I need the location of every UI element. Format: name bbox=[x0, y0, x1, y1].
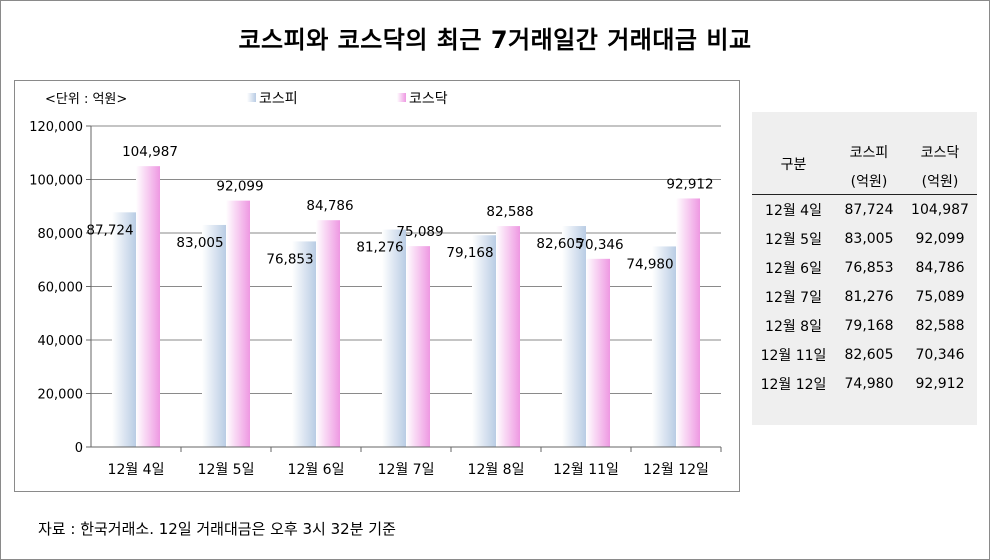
table-row: 12월 12일 74,980 92,912 bbox=[752, 369, 977, 398]
data-label-kospi: 79,168 bbox=[446, 245, 493, 261]
table-header-kospi: 코스피 bbox=[849, 145, 889, 161]
table-header-kospi-unit: (억원) bbox=[835, 165, 903, 195]
bar-chart: <단위 : 억원> 코스피 코스닥 0 20,000 40,000 60,000 80,… bbox=[29, 91, 722, 478]
y-tick-label: 80,000 bbox=[38, 227, 84, 242]
x-tick-label: 12월 7일 bbox=[378, 462, 435, 478]
bar-kosdaq bbox=[586, 258, 610, 447]
y-tick-label: 120,000 bbox=[29, 120, 83, 135]
data-label-kosdaq: 92,099 bbox=[216, 179, 263, 195]
data-label-kosdaq: 70,346 bbox=[576, 237, 623, 253]
data-label-kospi: 74,980 bbox=[626, 256, 673, 272]
table-cell-date: 12월 5일 bbox=[765, 231, 822, 248]
table-row: 12월 6일 76,853 84,786 bbox=[752, 253, 977, 282]
bar-kospi bbox=[202, 224, 226, 447]
table-cell-kosdaq: 92,912 bbox=[915, 375, 965, 392]
table-cell-kosdaq: 84,786 bbox=[915, 259, 965, 276]
table-cell-kosdaq: 82,588 bbox=[915, 317, 965, 334]
data-label-kospi: 82,605 bbox=[536, 236, 583, 252]
bar-kosdaq bbox=[136, 166, 160, 447]
bar-kosdaq bbox=[496, 226, 520, 447]
x-tick-label: 12월 6일 bbox=[288, 462, 345, 478]
table-cell-kospi: 87,724 bbox=[844, 201, 894, 218]
data-label-kosdaq: 84,786 bbox=[306, 198, 353, 214]
bar-kosdaq bbox=[226, 200, 250, 447]
bar-kosdaq bbox=[316, 220, 340, 447]
y-tick-label: 40,000 bbox=[38, 334, 84, 349]
x-tick-label: 12월 4일 bbox=[108, 462, 165, 478]
legend: 코스피 코스닥 bbox=[247, 91, 448, 107]
x-tick-label: 12월 11일 bbox=[553, 462, 619, 478]
legend-label-kosdaq: 코스닥 bbox=[409, 91, 448, 107]
bar-kospi bbox=[292, 241, 316, 447]
table-cell-date: 12월 7일 bbox=[765, 289, 822, 306]
table-header-kosdaq-unit: (억원) bbox=[903, 165, 977, 195]
y-tick-label: 60,000 bbox=[38, 281, 84, 296]
bar-kospi bbox=[562, 226, 586, 447]
table-cell-kospi: 74,980 bbox=[844, 375, 894, 392]
x-tick-label: 12월 12일 bbox=[643, 462, 709, 478]
table-cell-kosdaq: 104,987 bbox=[911, 201, 969, 218]
data-label-kospi: 81,276 bbox=[356, 240, 403, 256]
legend-swatch-kospi bbox=[247, 93, 256, 102]
data-table: 구분 코스피 코스닥 (억원) (억원) 12월 4일 87,724 104,9… bbox=[752, 136, 977, 398]
table-cell-kosdaq: 92,099 bbox=[915, 230, 965, 247]
data-label-kospi: 83,005 bbox=[176, 235, 223, 251]
table-cell-kospi: 81,276 bbox=[844, 288, 894, 305]
table-cell-date: 12월 8일 bbox=[765, 318, 822, 335]
table-row: 12월 7일 81,276 75,089 bbox=[752, 282, 977, 311]
unit-label: <단위 : 억원> bbox=[45, 92, 127, 107]
y-tick-label: 100,000 bbox=[29, 174, 83, 189]
table-cell-date: 12월 4일 bbox=[765, 202, 822, 219]
table-cell-kospi: 83,005 bbox=[844, 230, 894, 247]
bar-kospi bbox=[112, 212, 136, 447]
table-cell-date: 12월 6일 bbox=[765, 260, 822, 277]
data-table-panel: 구분 코스피 코스닥 (억원) (억원) 12월 4일 87,724 104,9… bbox=[752, 112, 977, 425]
table-cell-date: 12월 12일 bbox=[760, 376, 827, 393]
table-cell-kosdaq: 75,089 bbox=[915, 288, 965, 305]
table-cell-kosdaq: 70,346 bbox=[915, 346, 965, 363]
table-header-kosdaq: 코스닥 bbox=[920, 145, 960, 161]
data-label-kospi: 76,853 bbox=[266, 251, 313, 267]
table-row: 12월 8일 79,168 82,588 bbox=[752, 311, 977, 340]
bar-kosdaq bbox=[406, 246, 430, 447]
data-label-kosdaq: 104,987 bbox=[122, 144, 178, 160]
legend-swatch-kosdaq bbox=[397, 93, 406, 102]
data-label-kosdaq: 82,588 bbox=[486, 204, 533, 220]
x-tick-label: 12월 5일 bbox=[198, 462, 255, 478]
table-row: 12월 11일 82,605 70,346 bbox=[752, 340, 977, 369]
x-tick-label: 12월 8일 bbox=[468, 462, 525, 478]
table-header-category: 구분 bbox=[752, 136, 835, 195]
bar-kospi bbox=[472, 235, 496, 447]
data-label-kosdaq: 75,089 bbox=[396, 224, 443, 240]
data-label-kosdaq: 92,912 bbox=[666, 176, 713, 192]
table-cell-kospi: 82,605 bbox=[844, 346, 894, 363]
data-label-kospi: 87,724 bbox=[86, 222, 133, 238]
table-row: 12월 5일 83,005 92,099 bbox=[752, 224, 977, 253]
table-cell-kospi: 79,168 bbox=[844, 317, 894, 334]
chart-area: <단위 : 억원> 코스피 코스닥 0 20,000 40,000 60,000 80,… bbox=[14, 80, 740, 492]
bar-kosdaq bbox=[676, 198, 700, 447]
page-title: 코스피와 코스닥의 최근 7거래일간 거래대금 비교 bbox=[238, 26, 752, 54]
y-tick-label: 0 bbox=[75, 441, 83, 456]
source-note: 자료 : 한국거래소. 12일 거래대금은 오후 3시 32분 기준 bbox=[38, 520, 396, 538]
legend-label-kospi: 코스피 bbox=[259, 91, 298, 107]
y-tick-label: 20,000 bbox=[38, 388, 84, 403]
table-cell-date: 12월 11일 bbox=[760, 347, 827, 364]
table-cell-kospi: 76,853 bbox=[844, 259, 894, 276]
bar-kospi bbox=[652, 246, 676, 447]
bar-kospi bbox=[382, 229, 406, 447]
table-row: 12월 4일 87,724 104,987 bbox=[752, 195, 977, 225]
